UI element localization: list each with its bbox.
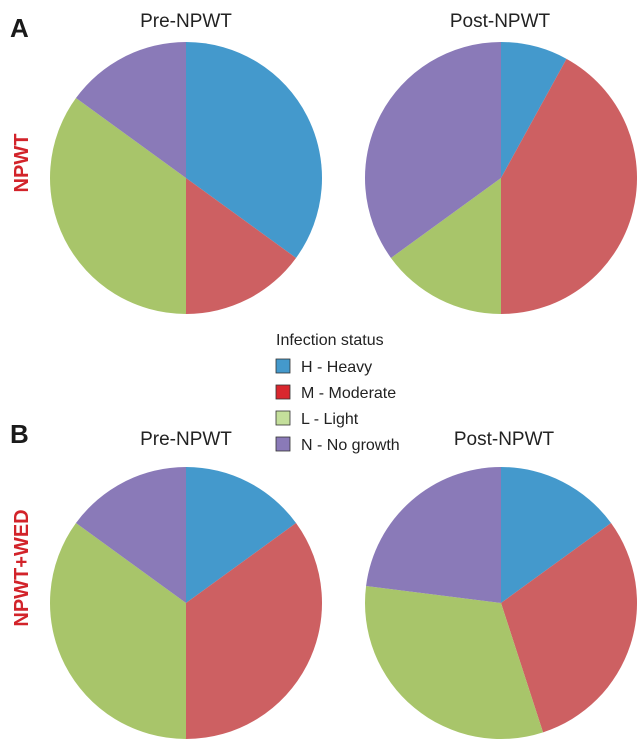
pie-slice-l-light <box>390 178 501 314</box>
pie-title-b-post: Post-NPWT <box>454 429 555 450</box>
pie-slice-m-moderate <box>501 58 637 314</box>
pie-slice-m-moderate <box>501 523 637 733</box>
row-label-npwt-wed: NPWT+WED <box>11 509 33 626</box>
pie-chart-a-pre <box>49 42 323 314</box>
legend-swatch-light <box>275 410 291 426</box>
pie-slice-n-no-growth <box>75 42 186 178</box>
pie-slice-n-no-growth <box>366 466 501 603</box>
pie-slice-l-light <box>49 523 186 739</box>
legend-label-no-growth: N - No growth <box>301 437 400 454</box>
pie-slice-l-light <box>364 585 544 739</box>
legend-swatch-moderate <box>275 384 291 400</box>
pie-slice-m-moderate <box>186 178 297 314</box>
legend-label-heavy: H - Heavy <box>301 359 372 376</box>
panel-letter-a: A <box>10 13 29 43</box>
pie-slice-n-no-growth <box>364 41 501 258</box>
legend-swatch-no-growth <box>275 436 291 452</box>
pie-slice-h-heavy <box>186 42 323 258</box>
legend: Infection status H - Heavy M - Moderate … <box>275 332 400 454</box>
panel-letter-b: B <box>10 419 29 449</box>
row-label-npwt: NPWT <box>11 134 33 193</box>
pie-slice-h-heavy <box>501 42 567 178</box>
pie-chart-b-post <box>364 466 637 739</box>
pie-title-b-pre: Pre-NPWT <box>140 429 232 450</box>
pie-slice-h-heavy <box>186 467 297 603</box>
pie-slice-l-light <box>49 98 187 314</box>
pie-slice-n-no-growth <box>75 467 186 603</box>
legend-label-moderate: M - Moderate <box>301 385 396 402</box>
pie-title-a-post: Post-NPWT <box>450 11 551 32</box>
pie-title-a-pre: Pre-NPWT <box>140 11 232 32</box>
pie-slice-h-heavy <box>501 467 612 603</box>
legend-label-light: L - Light <box>301 411 359 428</box>
pie-chart-a-post <box>364 41 637 314</box>
legend-swatch-heavy <box>275 358 291 374</box>
legend-title: Infection status <box>276 332 384 349</box>
pie-slice-m-moderate <box>186 523 323 739</box>
pie-chart-b-pre <box>49 467 323 739</box>
